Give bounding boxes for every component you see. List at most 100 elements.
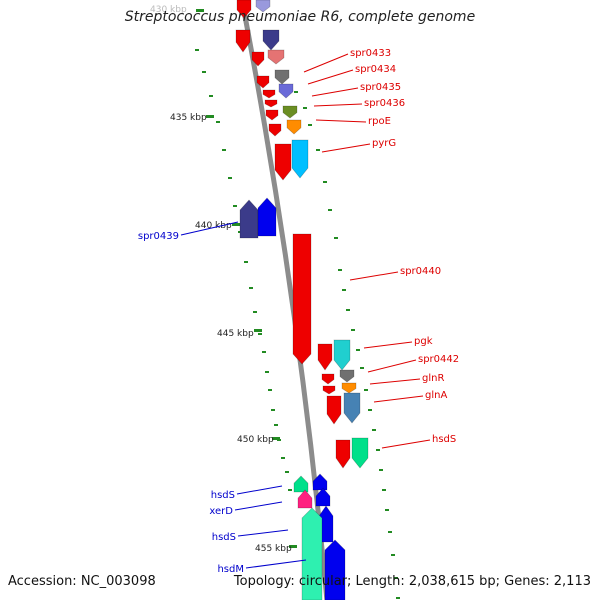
gene-label-left: hsdM [217,564,244,575]
gene-label-left: spr0439 [138,231,179,242]
gene-feature [351,437,369,469]
gene-forward [251,51,265,67]
gene-label-right: spr0435 [360,82,401,93]
gene-forward [256,75,270,89]
gene-forward [292,233,312,365]
gene-forward [317,343,333,371]
gene-label-right: rpoE [368,116,391,127]
scale-tick [222,149,226,151]
scale-tick [281,457,285,459]
gene-feature [324,539,346,600]
scale-tick [356,349,360,351]
scale-tick [244,261,248,263]
gene-forward [235,29,251,53]
scale-major-tick [232,223,240,226]
gene-label-right: spr0440 [400,266,441,277]
scale-tick [342,289,346,291]
accession-text: Accession: NC_003098 [8,574,156,589]
scale-tick [376,449,380,451]
gene-feature [274,69,290,85]
gene-forward [274,143,292,181]
scale-tick [328,209,332,211]
scale-tick [265,371,269,373]
scale-tick [253,311,257,313]
scale-tick [379,469,383,471]
label-leader-line [349,271,399,281]
gene-label-right: pyrG [372,138,396,149]
label-leader-line [321,143,371,153]
scale-label: 430 kbp [150,5,187,15]
gene-label-right: glnR [422,373,444,384]
scale-tick [364,389,368,391]
gene-feature [301,507,323,600]
gene-feature [293,475,309,493]
scale-tick [288,489,292,491]
scale-tick [285,471,289,473]
gene-label-right: spr0442 [418,354,459,365]
scale-tick [249,287,253,289]
gene-feature [312,473,328,491]
gene-forward [236,0,252,19]
scale-label: 435 kbp [170,113,207,123]
scale-tick [385,509,389,511]
gene-label-right: glnA [425,390,447,401]
label-leader-line [373,395,424,403]
scale-tick [258,333,262,335]
gene-label-right: spr0434 [355,64,396,75]
scale-tick [294,91,298,93]
scale-tick [202,71,206,73]
scale-tick [228,177,232,179]
gene-feature [282,105,298,119]
gene-forward [262,89,276,99]
gene-label-right: spr0433 [350,48,391,59]
map-title: Streptococcus pneumoniae R6, complete ge… [124,9,476,25]
label-leader-line [313,103,363,107]
scale-tick [338,269,342,271]
gene-feature [343,392,361,424]
gene-label-left: hsdS [212,532,236,543]
gene-forward [321,373,335,385]
label-leader-line [303,53,349,73]
scale-tick [351,329,355,331]
gene-feature [262,29,280,51]
scale-major-tick [254,329,262,332]
label-leader-line [180,221,239,236]
scale-tick [233,205,237,207]
gene-forward [264,99,278,108]
gene-feature [291,139,309,179]
gene-feature [257,197,277,237]
scale-tick [271,409,275,411]
scale-tick [382,489,386,491]
label-leader-line [369,378,421,385]
gene-feature [339,369,355,383]
gene-forward [326,395,342,425]
gene-feature [297,489,313,509]
gene-feature [239,199,259,239]
gene-feature [318,505,334,543]
gene-feature [267,49,285,65]
scale-tick [209,95,213,97]
gene-label-right: spr0436 [364,98,405,109]
scale-tick [308,124,312,126]
scale-label: 440 kbp [195,221,232,231]
scale-tick [391,554,395,556]
gene-feature [255,0,271,13]
gene-label-right: hsdS [432,434,456,445]
gene-label-left: hsdS [211,490,235,501]
scale-tick [334,237,338,239]
scale-tick [262,351,266,353]
scale-major-tick [196,9,204,12]
scale-tick [368,409,372,411]
scale-tick [372,429,376,431]
scale-tick [323,181,327,183]
gene-forward [268,123,282,137]
label-leader-line [381,439,431,449]
scale-tick [316,149,320,151]
scale-label: 455 kbp [255,544,292,554]
gene-feature [333,339,351,371]
scale-tick [274,424,278,426]
gene-forward [335,439,351,469]
scale-tick [195,49,199,51]
